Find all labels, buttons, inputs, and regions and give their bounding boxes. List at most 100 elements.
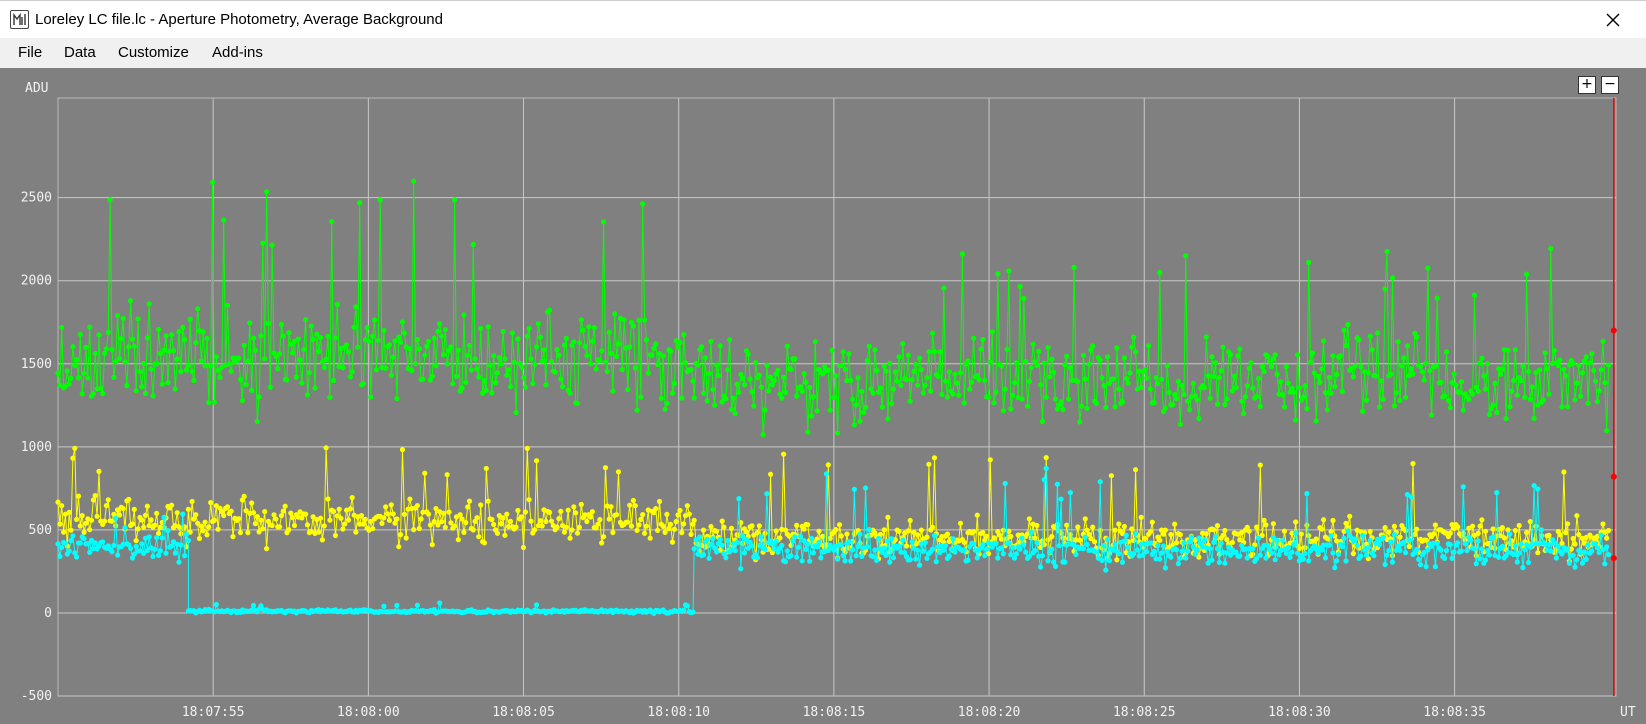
data-point xyxy=(347,506,353,512)
data-point xyxy=(1490,526,1496,532)
data-point xyxy=(1105,354,1111,360)
data-point xyxy=(1214,523,1221,529)
data-point xyxy=(141,524,147,530)
data-point xyxy=(332,335,339,341)
data-point xyxy=(224,504,231,510)
data-point xyxy=(327,517,333,523)
data-point xyxy=(182,553,188,559)
data-point xyxy=(1302,383,1308,389)
data-point xyxy=(1160,543,1167,549)
data-point xyxy=(180,511,186,517)
data-point xyxy=(982,553,988,559)
data-point xyxy=(1410,461,1416,467)
data-point xyxy=(426,511,432,517)
data-point xyxy=(627,344,633,350)
close-button[interactable] xyxy=(1600,7,1626,33)
data-point xyxy=(1129,344,1135,350)
data-point xyxy=(241,493,247,499)
data-point xyxy=(924,375,930,381)
data-point xyxy=(1190,544,1196,550)
data-point xyxy=(115,313,121,319)
data-point xyxy=(602,359,609,365)
data-point xyxy=(72,363,78,369)
data-point xyxy=(628,523,635,529)
data-point xyxy=(877,385,884,391)
data-point xyxy=(1006,528,1012,534)
data-point xyxy=(563,335,570,341)
data-point xyxy=(1131,334,1137,340)
zoom-in-button[interactable]: + xyxy=(1578,76,1596,94)
data-point xyxy=(961,539,967,545)
menu-customize[interactable]: Customize xyxy=(118,44,189,61)
data-point xyxy=(911,529,917,535)
data-point xyxy=(450,381,456,387)
menu-file[interactable]: File xyxy=(18,44,43,61)
data-point xyxy=(1417,363,1424,370)
data-point xyxy=(368,518,374,524)
data-point xyxy=(85,541,91,547)
data-point xyxy=(1254,556,1260,562)
data-point xyxy=(976,377,982,383)
data-point xyxy=(840,552,846,559)
data-point xyxy=(1319,547,1325,553)
data-point xyxy=(984,533,990,539)
data-point xyxy=(861,409,867,415)
data-point xyxy=(732,548,738,554)
data-point xyxy=(1300,394,1306,400)
data-point xyxy=(500,328,506,335)
data-point xyxy=(57,382,63,388)
data-point xyxy=(1213,360,1219,366)
data-point xyxy=(129,336,136,342)
menu-data[interactable]: Data xyxy=(64,44,96,61)
data-point xyxy=(896,543,902,549)
data-point xyxy=(457,512,463,518)
data-point xyxy=(1308,359,1314,365)
data-point xyxy=(1272,352,1278,358)
data-point xyxy=(1075,378,1081,385)
data-point xyxy=(606,516,612,522)
data-point xyxy=(1438,547,1444,553)
data-point xyxy=(62,383,68,389)
menu-add-ins[interactable]: Add-ins xyxy=(212,44,263,61)
zoom-out-button[interactable]: − xyxy=(1601,76,1619,94)
data-point xyxy=(578,317,584,323)
light-curve-plot[interactable]: -500 0 500 1000 1500 2000 2500 18:07:55 18:08:00… xyxy=(0,68,1646,724)
data-point xyxy=(141,360,147,367)
data-point xyxy=(1185,398,1191,404)
data-point xyxy=(115,507,121,513)
data-point xyxy=(1531,483,1537,489)
data-point xyxy=(1475,388,1481,394)
data-point xyxy=(159,381,165,387)
data-point xyxy=(1162,527,1168,533)
x-tick-label: 18:08:05 xyxy=(492,705,555,720)
data-point xyxy=(379,520,385,526)
data-point xyxy=(664,511,670,517)
data-point xyxy=(1227,352,1234,358)
data-point xyxy=(788,553,794,559)
data-point xyxy=(1606,362,1612,368)
data-point xyxy=(708,541,714,547)
data-point xyxy=(959,251,966,257)
data-point xyxy=(288,510,294,516)
data-point xyxy=(290,515,296,521)
y-tick-label: 500 xyxy=(29,523,52,538)
data-point xyxy=(848,377,854,383)
data-point xyxy=(57,553,63,559)
data-point xyxy=(131,343,137,349)
data-point xyxy=(734,381,740,387)
data-point xyxy=(1419,369,1425,375)
data-point xyxy=(115,552,121,558)
data-point xyxy=(741,382,748,388)
data-point xyxy=(1445,397,1451,404)
data-point xyxy=(1181,391,1187,398)
data-point xyxy=(375,337,381,343)
data-point xyxy=(230,355,236,361)
data-point xyxy=(1006,268,1012,274)
data-point xyxy=(700,390,707,396)
data-point xyxy=(890,386,897,392)
data-point xyxy=(1205,560,1211,566)
data-point xyxy=(995,555,1001,561)
data-point xyxy=(77,331,83,337)
data-point xyxy=(571,339,577,345)
